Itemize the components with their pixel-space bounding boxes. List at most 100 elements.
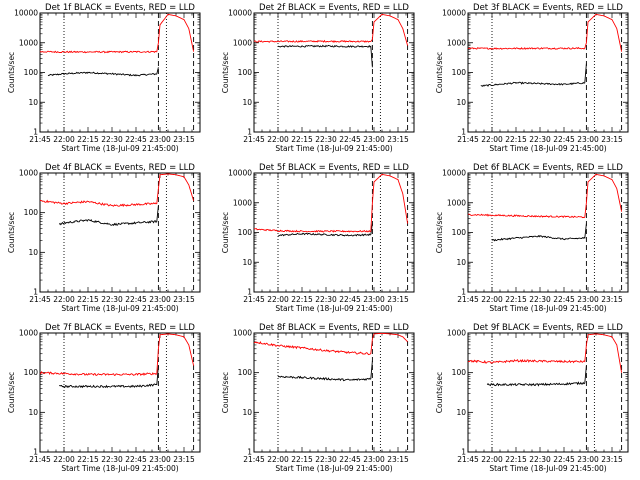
plot-frame [253,172,415,293]
x-tick-label: 23:15 [601,295,623,304]
lld-rate-line [253,173,409,233]
x-tick-label: 22:30 [529,455,551,464]
x-tick-label: 23:00 [363,135,385,144]
y-axis-label: Counts/sec [7,52,16,93]
x-tick-label: 21:45 [457,135,479,144]
panel-7: Det 7f BLACK = Events, RED = LLD 1 10 100 10… [7,323,201,473]
y-tick-label: 10000 [14,9,38,18]
x-tick-label: 22:30 [315,455,337,464]
x-tick-label: 22:00 [481,135,503,144]
events-rate-line [278,44,373,68]
y-axis-label: Counts/sec [435,212,444,253]
y-tick-label: 100 [452,368,467,377]
events-rate-line [480,63,587,87]
y-tick-label: 1000 [19,38,38,47]
x-tick-label: 22:30 [101,295,123,304]
y-tick-label: 100 [238,368,253,377]
y-tick-label: 10000 [442,169,466,178]
y-tick-label: 100 [452,228,467,237]
panel-3: Det 3f BLACK = Events, RED = LLD 1 10 100 10… [435,3,629,153]
x-tick-label: 21:45 [457,295,479,304]
x-tick-label: 22:15 [505,135,527,144]
x-tick-label: 23:00 [149,135,171,144]
x-tick-label: 21:45 [457,455,479,464]
panel-title: Det 6f BLACK = Events, RED = LLD [473,163,623,173]
x-tick-label: 23:15 [387,455,409,464]
x-tick-label: 22:00 [53,135,75,144]
x-tick-label: 22:15 [77,455,99,464]
x-tick-label: 22:00 [267,135,289,144]
y-tick-label: 1000 [19,329,38,338]
x-tick-label: 22:30 [315,295,337,304]
y-tick-label: 100 [24,68,39,77]
x-tick-label: 22:00 [267,295,289,304]
y-tick-label: 1 [33,448,38,457]
x-tick-label: 22:45 [339,135,361,144]
x-axis-label: Start Time (18-Jul-09 21:45:00) [489,144,606,153]
x-tick-label: 23:15 [601,455,623,464]
y-axis-label: Counts/sec [7,372,16,413]
y-tick-label: 100 [24,208,39,217]
x-tick-label: 23:00 [363,295,385,304]
plot-frame [467,172,629,293]
y-tick-label: 1000 [447,329,466,338]
lld-rate-line [39,333,195,377]
x-tick-label: 22:15 [291,135,313,144]
y-tick-label: 1 [247,288,252,297]
x-tick-label: 21:45 [243,135,265,144]
y-tick-label: 1000 [233,198,252,207]
panel-title: Det 7f BLACK = Events, RED = LLD [45,323,195,333]
y-tick-label: 1 [461,448,466,457]
y-tick-label: 10 [28,408,38,417]
y-tick-label: 100 [238,228,253,237]
x-tick-label: 22:00 [481,455,503,464]
x-tick-label: 22:45 [339,455,361,464]
x-tick-label: 23:15 [173,135,195,144]
x-tick-label: 21:45 [243,455,265,464]
y-tick-label: 10 [456,98,466,107]
lld-rate-line [467,13,623,52]
y-axis-label: Counts/sec [221,372,230,413]
x-tick-label: 23:00 [149,295,171,304]
x-tick-label: 22:45 [125,135,147,144]
x-tick-label: 22:30 [315,135,337,144]
y-tick-label: 1000 [233,38,252,47]
x-tick-label: 22:15 [291,295,313,304]
panel-title: Det 2f BLACK = Events, RED = LLD [259,3,409,13]
y-tick-label: 1 [461,128,466,137]
y-tick-label: 10000 [228,9,252,18]
x-tick-label: 22:45 [125,455,147,464]
y-tick-label: 1000 [447,198,466,207]
panel-9: Det 9f BLACK = Events, RED = LLD 1 10 100 10… [435,323,629,473]
x-tick-label: 22:15 [77,295,99,304]
x-tick-label: 22:45 [553,295,575,304]
x-axis-label: Start Time (18-Jul-09 21:45:00) [275,464,392,473]
x-tick-label: 22:15 [505,295,527,304]
lld-rate-line [253,13,409,46]
panel-title: Det 3f BLACK = Events, RED = LLD [473,3,623,13]
y-tick-label: 1 [33,288,38,297]
y-tick-label: 10 [242,258,252,267]
panel-title: Det 4f BLACK = Events, RED = LLD [45,163,195,173]
events-rate-line [491,223,587,242]
events-rate-line [47,67,159,77]
lld-rate-line [39,173,195,208]
x-tick-label: 21:45 [243,295,265,304]
panel-title: Det 9f BLACK = Events, RED = LLD [473,323,623,333]
x-tick-label: 21:45 [29,295,51,304]
y-tick-label: 1 [33,128,38,137]
panel-8: Det 8f BLACK = Events, RED = LLD 1 10 100 10… [221,323,415,473]
x-tick-label: 22:00 [53,295,75,304]
plot-frame [39,172,201,293]
y-axis-label: Counts/sec [221,52,230,93]
y-tick-label: 10000 [442,9,466,18]
y-tick-label: 10 [242,408,252,417]
y-tick-label: 10 [242,98,252,107]
x-tick-label: 23:00 [577,455,599,464]
events-rate-line [59,365,159,389]
y-tick-label: 10000 [228,169,252,178]
panel-1: Det 1f BLACK = Events, RED = LLD 1 10 100 10… [7,3,201,153]
panel-title: Det 1f BLACK = Events, RED = LLD [45,3,195,13]
y-tick-label: 100 [238,68,253,77]
